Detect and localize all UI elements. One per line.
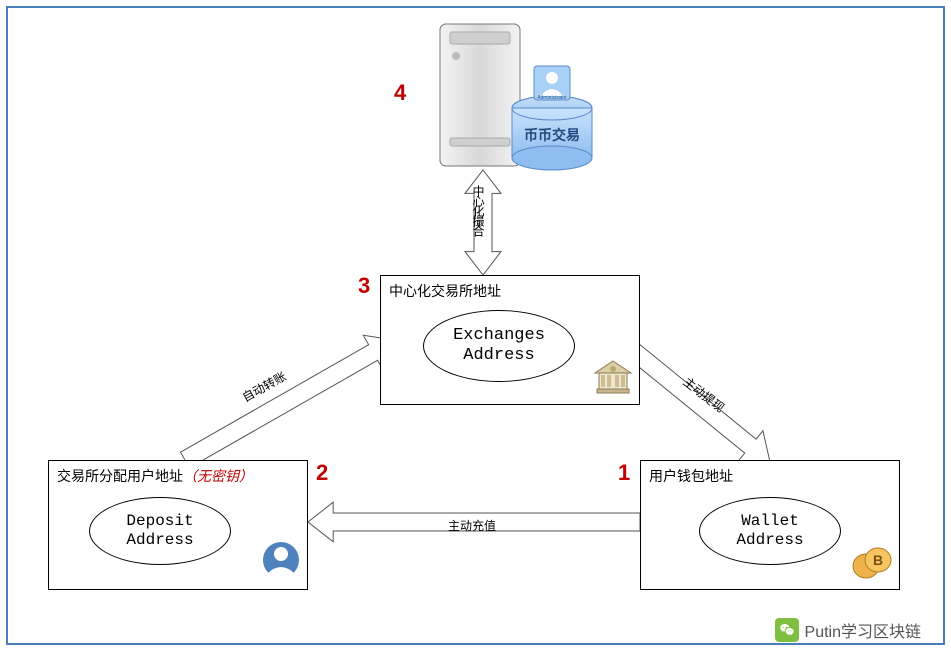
watermark-text: Putin学习区块链 [805, 618, 921, 642]
db-label: 币币交易 [524, 127, 580, 143]
svg-text:B: B [873, 552, 883, 568]
bank-icon [593, 359, 633, 400]
edge-deposit-exchange [181, 335, 395, 468]
node-bubble: ExchangesAddress [423, 310, 575, 382]
step-number-3: 3 [358, 273, 370, 299]
watermark: Putin学习区块链 [775, 618, 921, 642]
server-node: 币币交易 Administrator [420, 18, 610, 183]
step-number-1: 1 [618, 460, 630, 486]
node-bubble: DepositAddress [89, 497, 231, 565]
diagram-canvas: 币币交易 Administrator 中心化交易所地址 ExchangesAddr… [0, 0, 951, 660]
edge-label-wallet-deposit: 主动充值 [448, 517, 496, 534]
node-deposit: 交易所分配用户地址（无密钥） DepositAddress [48, 460, 308, 590]
step-number-4: 4 [394, 80, 406, 106]
admin-icon-label: Administrator [537, 95, 567, 101]
user-icon [261, 540, 301, 585]
edge-label-server-exchange: 中心化撮合 [470, 185, 487, 235]
node-title: 中心化交易所地址 [389, 281, 501, 301]
node-title: 交易所分配用户地址（无密钥） [57, 466, 253, 486]
coin-icon: B [851, 542, 893, 585]
node-title: 用户钱包地址 [649, 466, 733, 486]
server-icon: 币币交易 Administrator [420, 18, 610, 178]
wechat-icon [775, 618, 799, 642]
node-exchange: 中心化交易所地址 ExchangesAddress [380, 275, 640, 405]
step-number-2: 2 [316, 460, 328, 486]
node-bubble: WalletAddress [699, 497, 841, 565]
node-wallet: 用户钱包地址 WalletAddress B [640, 460, 900, 590]
